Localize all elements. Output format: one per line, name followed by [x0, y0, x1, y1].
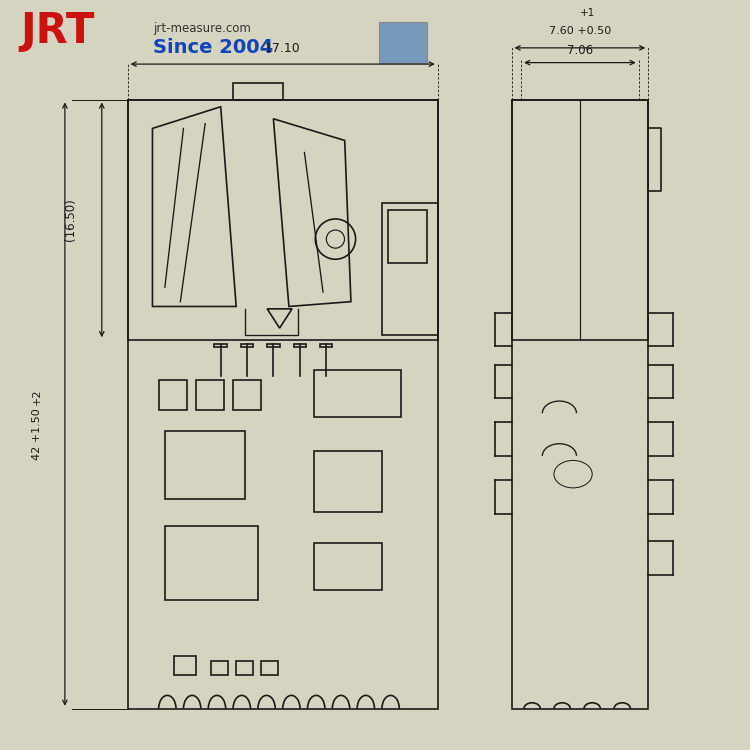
Bar [196, 380, 223, 410]
Text: 7.60 +0.50: 7.60 +0.50 [549, 26, 611, 36]
Text: +1: +1 [580, 8, 595, 18]
Bar [214, 344, 227, 347]
Bar [388, 209, 427, 262]
Bar [233, 83, 283, 100]
Bar [128, 100, 438, 709]
Text: JRT: JRT [20, 10, 95, 52]
Bar [261, 662, 278, 675]
Bar [314, 370, 401, 417]
Bar [211, 662, 229, 675]
Text: (16.50): (16.50) [64, 199, 77, 242]
Bar [267, 344, 280, 347]
Bar [512, 100, 648, 709]
Text: jrt-measure.com: jrt-measure.com [154, 22, 251, 34]
Bar [165, 430, 245, 499]
Text: 7.06: 7.06 [567, 44, 593, 57]
Bar [241, 344, 254, 347]
Text: Since 2004: Since 2004 [154, 38, 274, 57]
Bar [128, 100, 438, 340]
Text: 17.10: 17.10 [265, 42, 301, 56]
Bar [159, 380, 187, 410]
Bar [314, 451, 382, 512]
Bar [382, 203, 438, 335]
Bar [379, 22, 427, 62]
Bar [314, 542, 382, 590]
Bar [512, 100, 648, 340]
Bar [320, 344, 332, 347]
Bar [233, 380, 261, 410]
Bar [174, 656, 196, 675]
Text: 42 +1.50: 42 +1.50 [32, 408, 42, 460]
Bar [236, 662, 254, 675]
Bar [293, 344, 306, 347]
Text: +2: +2 [32, 388, 42, 405]
Bar [165, 526, 258, 600]
